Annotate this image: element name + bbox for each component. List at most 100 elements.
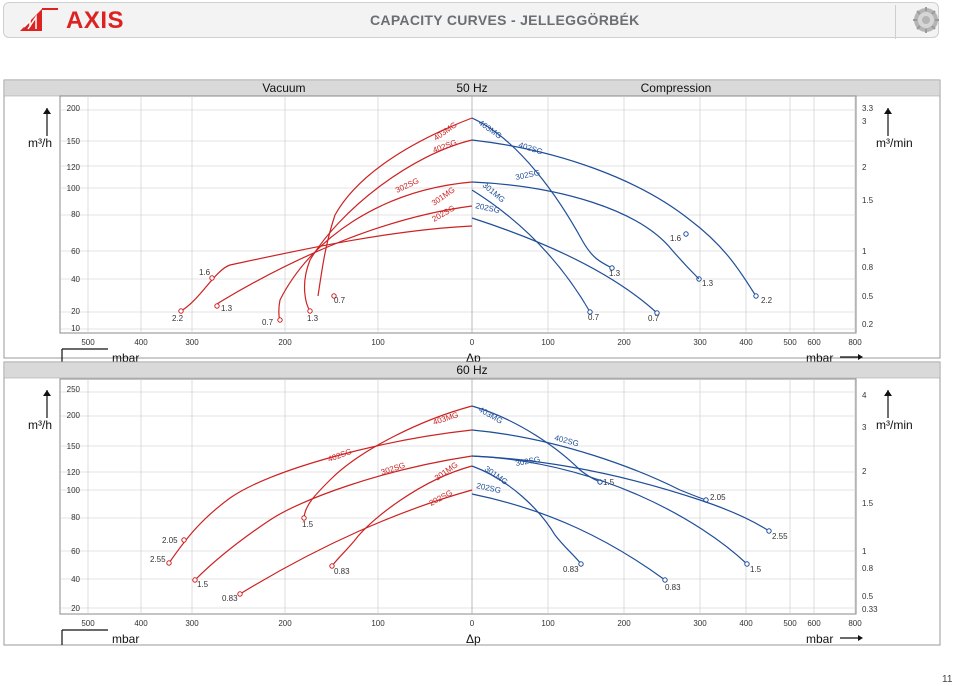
curve-vacuum-202SG <box>180 225 473 312</box>
curve-vacuum-403MG <box>317 117 473 297</box>
page-title: CAPACITY CURVES - JELLEGGÖRBÉK <box>370 12 640 28</box>
bottom-right-arrowhead <box>858 635 863 641</box>
curve-endpoint <box>307 308 313 314</box>
gear-icon <box>913 7 939 33</box>
y-tick-label-right: 3 <box>862 423 867 432</box>
curve-vacuum-302SG <box>194 455 473 581</box>
curve-compression-202SG <box>471 217 658 314</box>
endpoint-label: 2.05 <box>162 536 178 545</box>
y-tick-label-right: 3 <box>862 117 867 126</box>
curve-endpoint <box>578 561 584 567</box>
endpoint-label: 0.7 <box>334 296 346 305</box>
endpoint-label: 2.2 <box>172 314 184 323</box>
series-label: 403MG <box>477 118 504 140</box>
y-tick-label-right: 0.8 <box>862 263 874 272</box>
y-tick-label-right: 1 <box>862 547 867 556</box>
y-tick-label-left: 200 <box>67 104 81 113</box>
endpoint-label: 0.83 <box>665 583 681 592</box>
x-tick-label-vacuum: 500 <box>81 338 95 347</box>
series-label: 202SG <box>428 488 454 508</box>
left-axis-arrowhead <box>43 390 51 396</box>
x-tick-label-vacuum: 100 <box>371 619 385 628</box>
y-tick-label-right: 0.8 <box>862 564 874 573</box>
curve-compression-302SG <box>471 181 700 280</box>
delta-p-label: Δp <box>466 632 481 646</box>
y-tick-label-left: 200 <box>67 411 81 420</box>
y-tick-label-left: 250 <box>67 385 81 394</box>
y-tick-label-left: 150 <box>67 137 81 146</box>
endpoint-label: 1.5 <box>603 478 615 487</box>
y-tick-label-right: 1.5 <box>862 196 874 205</box>
x-tick-label-compression: 100 <box>541 619 555 628</box>
endpoint-label: 0.83 <box>222 594 238 603</box>
y-tick-label-left: 100 <box>67 486 81 495</box>
curve-endpoint <box>301 515 307 521</box>
x-tick-label-compression: 800 <box>848 619 862 628</box>
y-tick-label-right: 0.5 <box>862 592 874 601</box>
plot-border <box>59 378 857 615</box>
endpoint-label: 0.7 <box>648 314 660 323</box>
right-axis-arrowhead <box>884 390 892 396</box>
series-label: 403MG <box>477 405 504 426</box>
x-tick-label-compression: 400 <box>739 338 753 347</box>
endpoint-label: 2.2 <box>761 296 773 305</box>
x-tick-label-compression: 200 <box>617 619 631 628</box>
endpoint-label: 1.6 <box>199 268 211 277</box>
x-tick-label-compression: 300 <box>693 338 707 347</box>
band-label-frequency: 60 Hz <box>456 363 487 377</box>
header-divider <box>895 5 896 39</box>
endpoint-label: 1.3 <box>221 304 233 313</box>
curve-vacuum-301MG <box>331 465 473 567</box>
axis-logo-triangle-icon <box>20 8 58 31</box>
x-tick-label-vacuum: 300 <box>185 338 199 347</box>
band-label-compression: Compression <box>641 81 712 95</box>
curve-compression-302SG-b <box>471 455 748 565</box>
curve-endpoint <box>209 275 215 281</box>
curve-endpoint <box>277 317 283 323</box>
bottom-right-unit: mbar <box>806 632 833 646</box>
curve-compression-402SG <box>471 139 757 297</box>
y-tick-label-right: 1.5 <box>862 499 874 508</box>
y-tick-label-left: 150 <box>67 442 81 451</box>
endpoint-label: 1.6 <box>670 234 682 243</box>
y-tick-label-left: 100 <box>67 184 81 193</box>
endpoint-label: 0.7 <box>588 313 600 322</box>
y-tick-label-left: 60 <box>71 547 80 556</box>
curve-endpoint <box>753 293 759 299</box>
series-label: 302SG <box>380 461 406 477</box>
endpoint-label: 1.3 <box>307 314 319 323</box>
x-tick-label-vacuum: 500 <box>81 619 95 628</box>
brand-name: AXIS <box>66 7 125 34</box>
capacity-charts: Vacuum 50 Hz Compression 200 150 1 2 0 100 80 60 40… <box>3 79 941 646</box>
curve-compression-402SG <box>471 429 707 501</box>
endpoint-label: 0.83 <box>334 567 350 576</box>
y-tick-label-right: 2 <box>862 467 867 476</box>
x-tick-label-vacuum: 200 <box>278 338 292 347</box>
x-tick-label-vacuum: 0 <box>470 338 475 347</box>
curve-vacuum-402SG <box>303 139 473 312</box>
curve-endpoint <box>329 563 335 569</box>
y-tick-label-right: 0.5 <box>862 292 874 301</box>
series-label: 302SG <box>515 168 541 182</box>
page-number: 11 <box>942 674 953 685</box>
y-tick-label-left: 40 <box>71 275 80 284</box>
curve-vacuum-403MG <box>303 405 473 519</box>
curve-endpoint <box>654 310 660 316</box>
x-tick-label-vacuum: 100 <box>371 338 385 347</box>
x-tick-label-compression: 600 <box>807 619 821 628</box>
x-tick-label-compression: 800 <box>848 338 862 347</box>
right-unit-label: m³/min <box>876 418 913 432</box>
endpoint-label: 0.83 <box>563 565 579 574</box>
curve-endpoint <box>744 561 750 567</box>
endpoint-label: 1.3 <box>609 269 621 278</box>
band-label-vacuum: Vacuum <box>262 81 305 95</box>
curve-endpoint <box>178 308 184 314</box>
band-label-frequency: 50 Hz <box>456 81 487 95</box>
curve-endpoint <box>766 528 772 534</box>
x-tick-label-compression: 400 <box>739 619 753 628</box>
x-tick-label-compression: 200 <box>617 338 631 347</box>
y-tick-label-left: 80 <box>71 210 80 219</box>
page-header: AXIS CAPACITY CURVES - JELLEGGÖRBÉK <box>3 2 939 39</box>
curve-compression-301MG <box>471 189 591 313</box>
curve-endpoint <box>166 560 172 566</box>
